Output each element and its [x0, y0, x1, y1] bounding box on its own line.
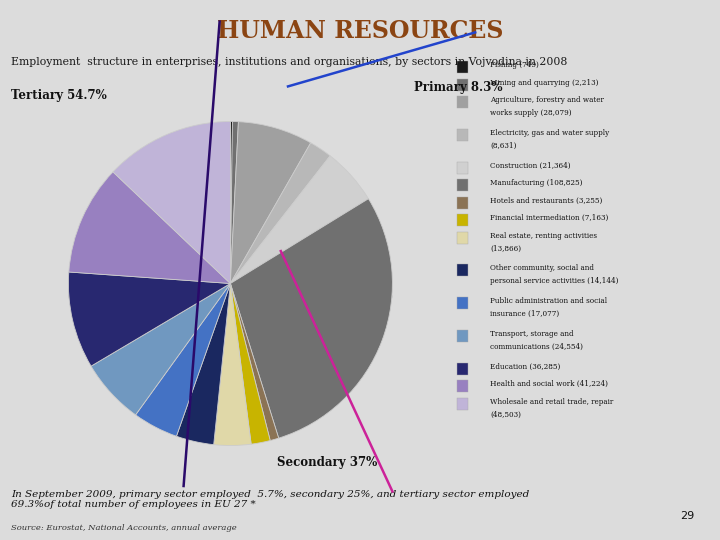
- FancyBboxPatch shape: [457, 214, 468, 226]
- Text: (13,866): (13,866): [490, 245, 521, 253]
- Text: Manufacturing (108,825): Manufacturing (108,825): [490, 179, 583, 187]
- FancyBboxPatch shape: [457, 129, 468, 141]
- Text: Transport, storage and: Transport, storage and: [490, 330, 574, 338]
- Text: Financial intermediation (7,163): Financial intermediation (7,163): [490, 214, 609, 222]
- Text: Public administration and social: Public administration and social: [490, 297, 608, 305]
- Wedge shape: [135, 284, 230, 436]
- FancyBboxPatch shape: [457, 297, 468, 309]
- Wedge shape: [176, 284, 230, 444]
- Text: Health and social work (41,224): Health and social work (41,224): [490, 380, 608, 388]
- Text: personal service activities (14,144): personal service activities (14,144): [490, 278, 619, 285]
- Text: insurance (17,077): insurance (17,077): [490, 310, 559, 318]
- Text: Tertiary 54.7%: Tertiary 54.7%: [11, 89, 107, 102]
- Text: Secondary 37%: Secondary 37%: [277, 456, 377, 469]
- Text: Fishing (749): Fishing (749): [490, 61, 539, 69]
- FancyBboxPatch shape: [457, 96, 468, 108]
- Text: 29: 29: [680, 511, 695, 521]
- Text: (8,631): (8,631): [490, 142, 517, 150]
- Wedge shape: [214, 284, 251, 446]
- Wedge shape: [230, 143, 330, 284]
- FancyBboxPatch shape: [457, 61, 468, 73]
- Wedge shape: [113, 122, 230, 284]
- Wedge shape: [230, 199, 392, 438]
- Text: HUMAN RESOURCES: HUMAN RESOURCES: [217, 19, 503, 43]
- Text: Education (36,285): Education (36,285): [490, 363, 561, 371]
- FancyBboxPatch shape: [457, 380, 468, 393]
- FancyBboxPatch shape: [457, 232, 468, 244]
- Text: Primary 8.3%: Primary 8.3%: [414, 81, 503, 94]
- Wedge shape: [230, 122, 233, 284]
- Text: Wholesale and retail trade, repair: Wholesale and retail trade, repair: [490, 398, 613, 406]
- FancyBboxPatch shape: [457, 197, 468, 208]
- Text: Mining and quarrying (2,213): Mining and quarrying (2,213): [490, 78, 599, 86]
- FancyBboxPatch shape: [457, 179, 468, 191]
- Ellipse shape: [68, 268, 392, 325]
- FancyBboxPatch shape: [457, 398, 468, 410]
- Wedge shape: [68, 272, 230, 366]
- Wedge shape: [230, 122, 238, 284]
- Text: communications (24,554): communications (24,554): [490, 343, 583, 351]
- Wedge shape: [91, 284, 230, 415]
- Text: works supply (28,079): works supply (28,079): [490, 109, 572, 117]
- FancyBboxPatch shape: [457, 363, 468, 375]
- Text: Employment  structure in enterprises, institutions and organisations, by sectors: Employment structure in enterprises, ins…: [11, 57, 567, 67]
- Text: Real estate, renting activities: Real estate, renting activities: [490, 232, 598, 240]
- Text: Hotels and restaurants (3,255): Hotels and restaurants (3,255): [490, 197, 603, 205]
- Text: Construction (21,364): Construction (21,364): [490, 161, 571, 170]
- FancyBboxPatch shape: [457, 265, 468, 276]
- Text: Other community, social and: Other community, social and: [490, 265, 595, 272]
- FancyBboxPatch shape: [457, 161, 468, 174]
- Text: Source: Eurostat, National Accounts, annual average: Source: Eurostat, National Accounts, ann…: [11, 524, 237, 532]
- Wedge shape: [69, 172, 230, 284]
- FancyBboxPatch shape: [457, 330, 468, 342]
- Wedge shape: [230, 156, 369, 284]
- Text: (48,503): (48,503): [490, 411, 521, 418]
- Text: In September 2009, primary sector employed  5.7%, secondary 25%, and tertiary se: In September 2009, primary sector employ…: [11, 490, 529, 509]
- Wedge shape: [230, 284, 279, 441]
- FancyBboxPatch shape: [457, 78, 468, 91]
- Text: Electricity, gas and water supply: Electricity, gas and water supply: [490, 129, 610, 137]
- Wedge shape: [230, 284, 270, 444]
- Text: Agriculture, forestry and water: Agriculture, forestry and water: [490, 96, 604, 104]
- Wedge shape: [230, 122, 311, 284]
